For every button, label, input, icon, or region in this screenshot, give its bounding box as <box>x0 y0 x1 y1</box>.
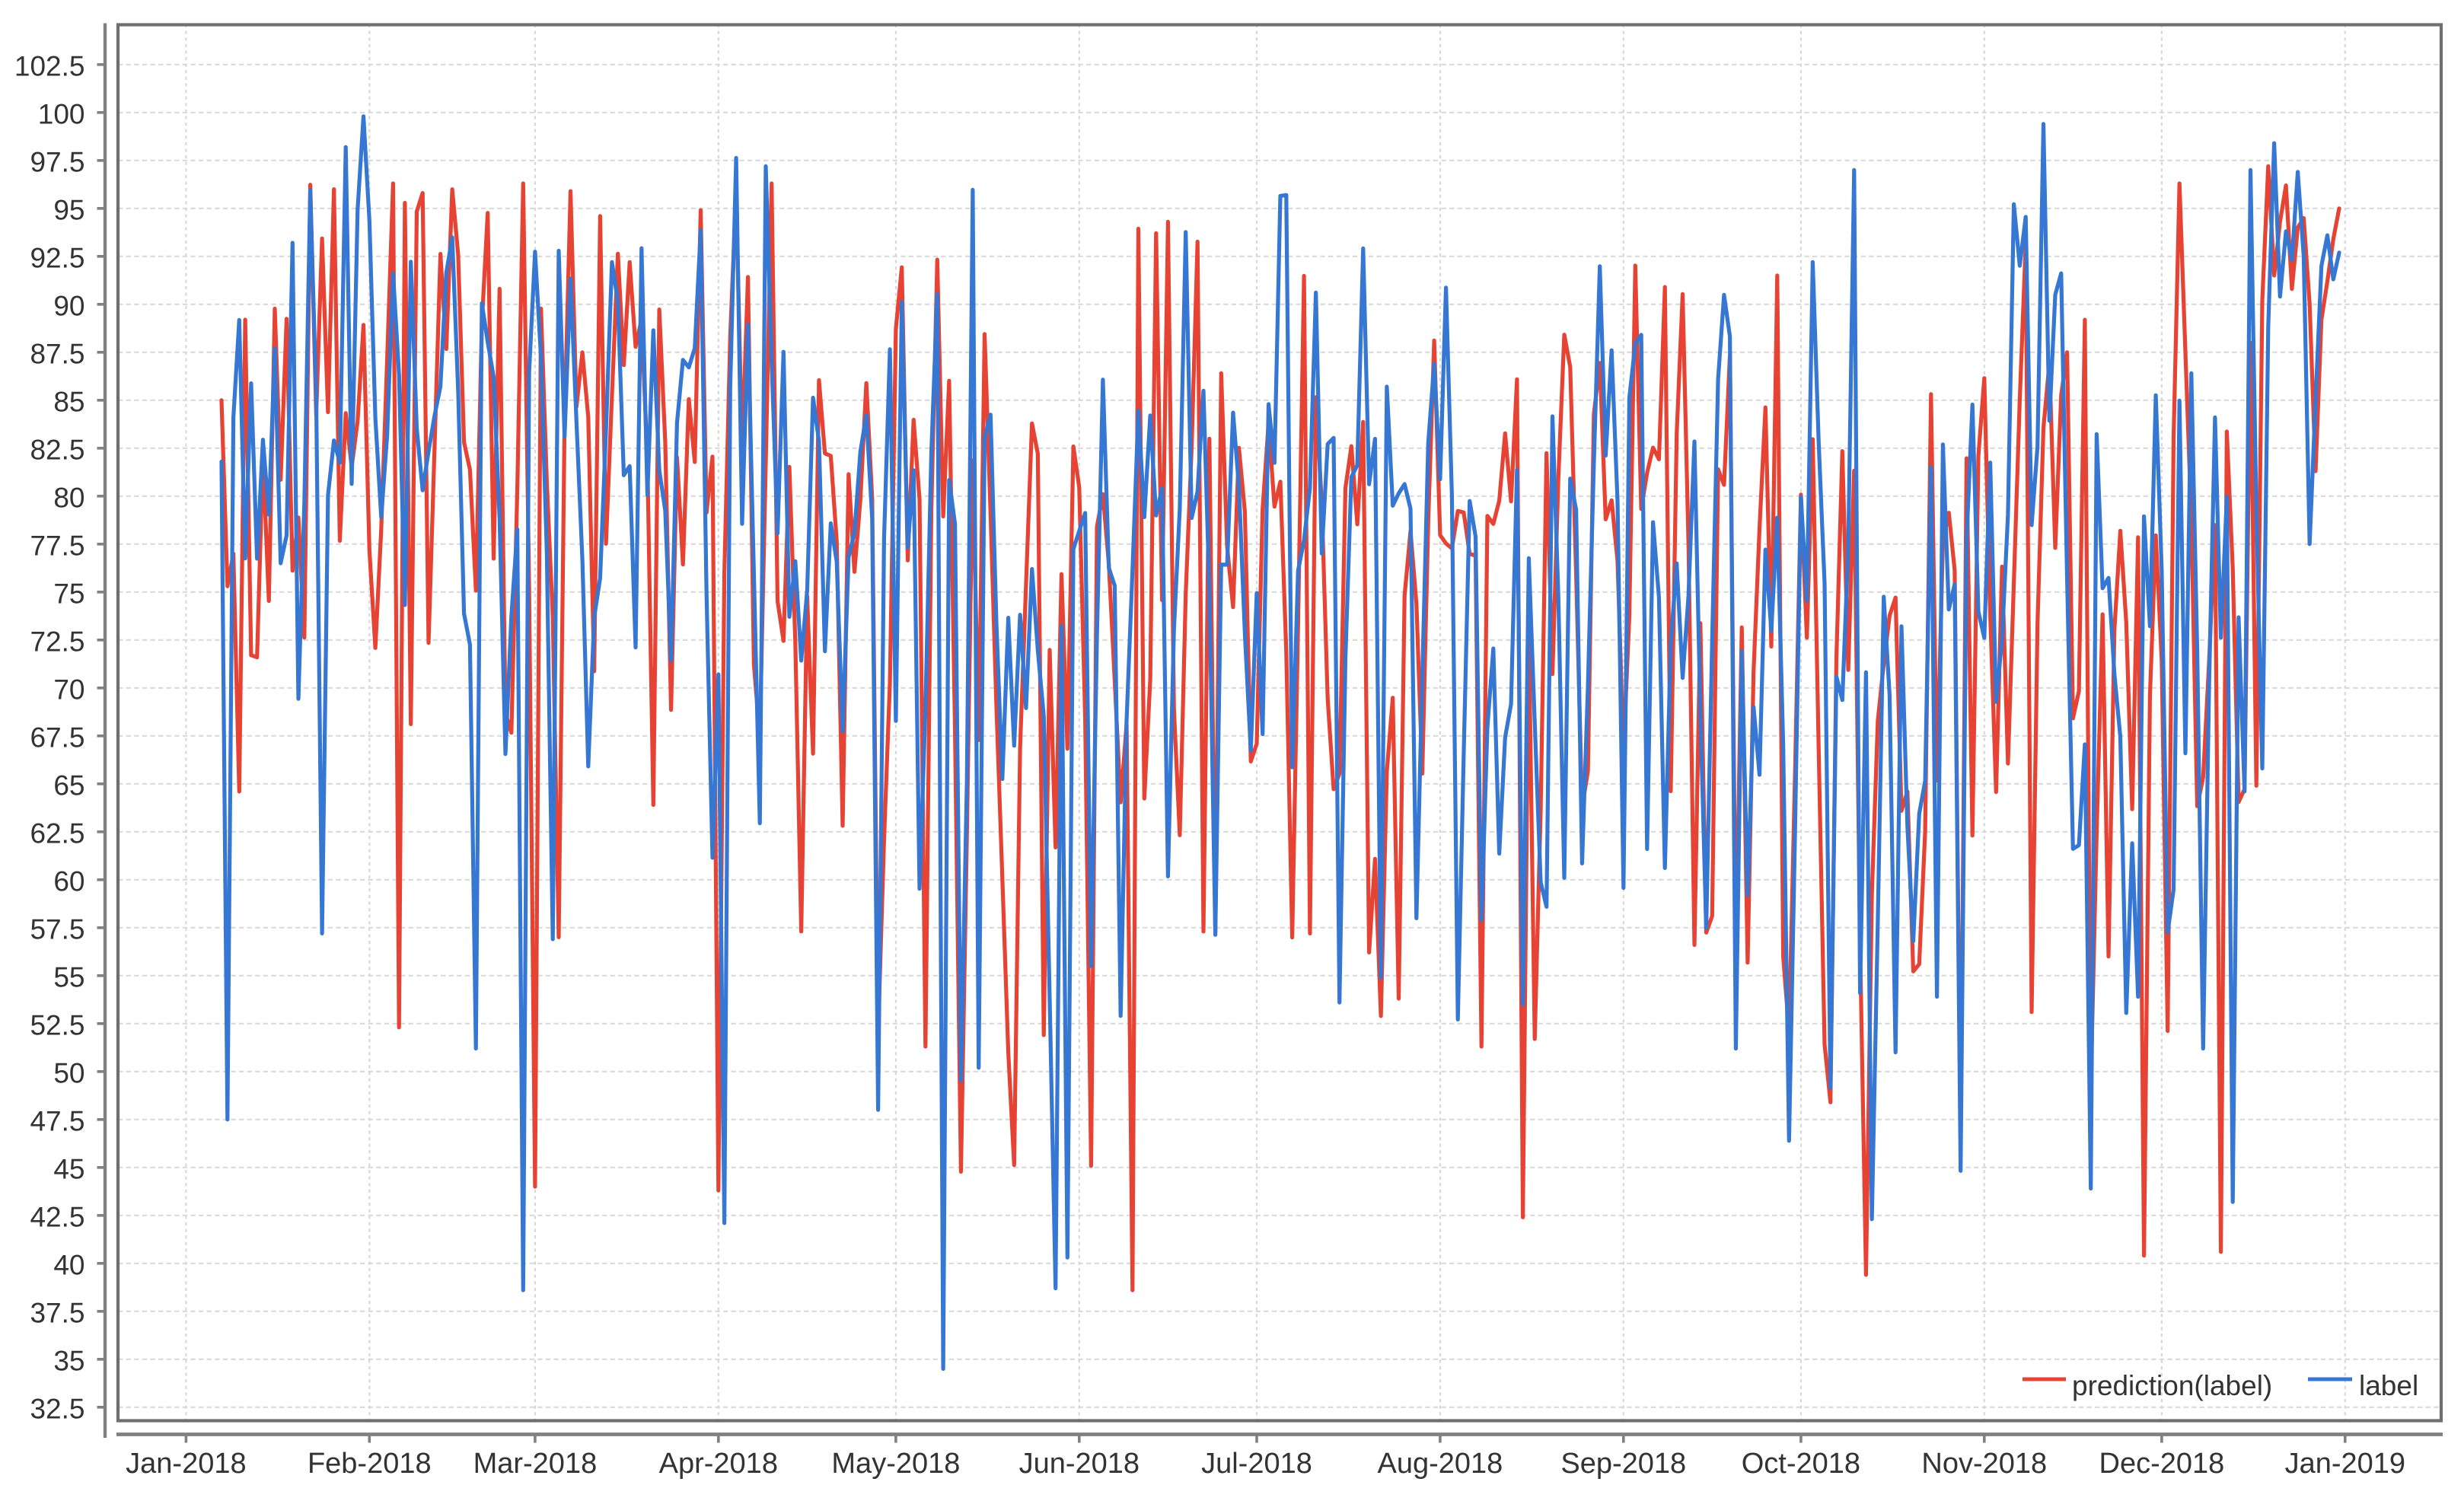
svg-text:Jan-2018: Jan-2018 <box>126 1448 246 1480</box>
svg-text:67.5: 67.5 <box>30 722 84 753</box>
svg-text:Feb-2018: Feb-2018 <box>308 1448 432 1480</box>
svg-text:Oct-2018: Oct-2018 <box>1742 1448 1860 1480</box>
svg-text:92.5: 92.5 <box>30 242 84 273</box>
svg-text:90: 90 <box>53 290 84 321</box>
svg-text:65: 65 <box>53 770 84 801</box>
svg-text:80: 80 <box>53 482 84 513</box>
svg-text:Nov-2018: Nov-2018 <box>1921 1448 2047 1480</box>
svg-text:Jan-2019: Jan-2019 <box>2285 1448 2405 1480</box>
svg-text:35: 35 <box>53 1345 84 1376</box>
svg-text:45: 45 <box>53 1153 84 1184</box>
svg-text:62.5: 62.5 <box>30 817 84 849</box>
svg-text:label: label <box>2359 1370 2418 1401</box>
svg-text:47.5: 47.5 <box>30 1105 84 1136</box>
svg-text:102.5: 102.5 <box>14 50 85 81</box>
svg-text:70: 70 <box>53 674 84 705</box>
svg-text:87.5: 87.5 <box>30 338 84 369</box>
svg-text:32.5: 32.5 <box>30 1393 84 1424</box>
svg-text:42.5: 42.5 <box>30 1201 84 1232</box>
svg-text:60: 60 <box>53 865 84 897</box>
svg-text:37.5: 37.5 <box>30 1297 84 1328</box>
svg-text:Jun-2018: Jun-2018 <box>1019 1448 1140 1480</box>
svg-text:97.5: 97.5 <box>30 146 84 177</box>
svg-text:72.5: 72.5 <box>30 626 84 657</box>
svg-text:Aug-2018: Aug-2018 <box>1377 1448 1503 1480</box>
svg-text:Mar-2018: Mar-2018 <box>473 1448 598 1480</box>
svg-text:prediction(label): prediction(label) <box>2072 1370 2272 1401</box>
svg-text:77.5: 77.5 <box>30 530 84 561</box>
svg-text:85: 85 <box>53 386 84 417</box>
svg-text:Jul-2018: Jul-2018 <box>1201 1448 1312 1480</box>
svg-text:May-2018: May-2018 <box>831 1448 960 1480</box>
svg-text:75: 75 <box>53 578 84 609</box>
svg-text:52.5: 52.5 <box>30 1009 84 1040</box>
svg-text:95: 95 <box>53 194 84 225</box>
svg-text:100: 100 <box>38 98 85 129</box>
svg-text:55: 55 <box>53 961 84 993</box>
svg-text:Sep-2018: Sep-2018 <box>1560 1448 1686 1480</box>
svg-text:50: 50 <box>53 1057 84 1088</box>
svg-text:40: 40 <box>53 1249 84 1280</box>
svg-text:82.5: 82.5 <box>30 434 84 465</box>
svg-text:57.5: 57.5 <box>30 913 84 945</box>
svg-text:Apr-2018: Apr-2018 <box>659 1448 778 1480</box>
svg-text:Dec-2018: Dec-2018 <box>2099 1448 2225 1480</box>
